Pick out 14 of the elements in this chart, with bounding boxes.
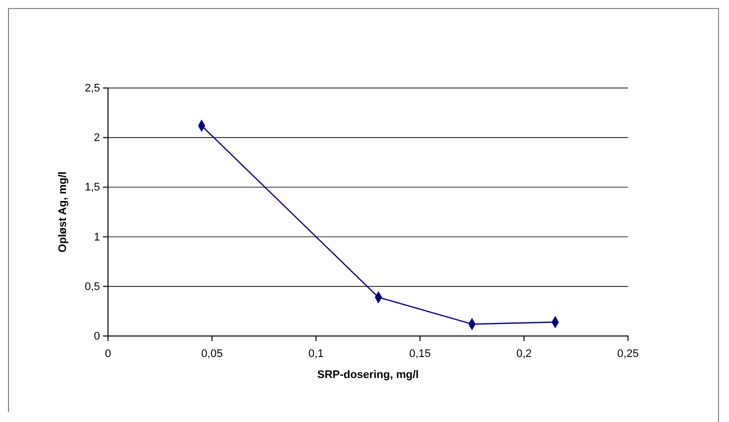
y-tick-label: 0 <box>94 330 100 343</box>
y-tick-label: 0,5 <box>84 280 100 293</box>
x-tick-label: 0,15 <box>409 348 431 360</box>
x-tick-label: 0,05 <box>201 348 223 360</box>
y-tick-label: 1 <box>94 231 100 244</box>
y-tick-label: 1,5 <box>84 182 100 194</box>
y-axis-title: Opløst Ag, mg/l <box>57 172 69 252</box>
x-tick-label: 0,1 <box>308 348 324 360</box>
x-tick-label: 0,2 <box>516 348 532 360</box>
x-tick-label: 0 <box>104 348 112 360</box>
x-tick-label: 0,25 <box>617 348 639 360</box>
y-tick-label: 2,5 <box>84 82 100 95</box>
y-tick-label: 2 <box>94 132 100 144</box>
x-axis-title: SRP-dosering, mg/l <box>317 369 419 381</box>
